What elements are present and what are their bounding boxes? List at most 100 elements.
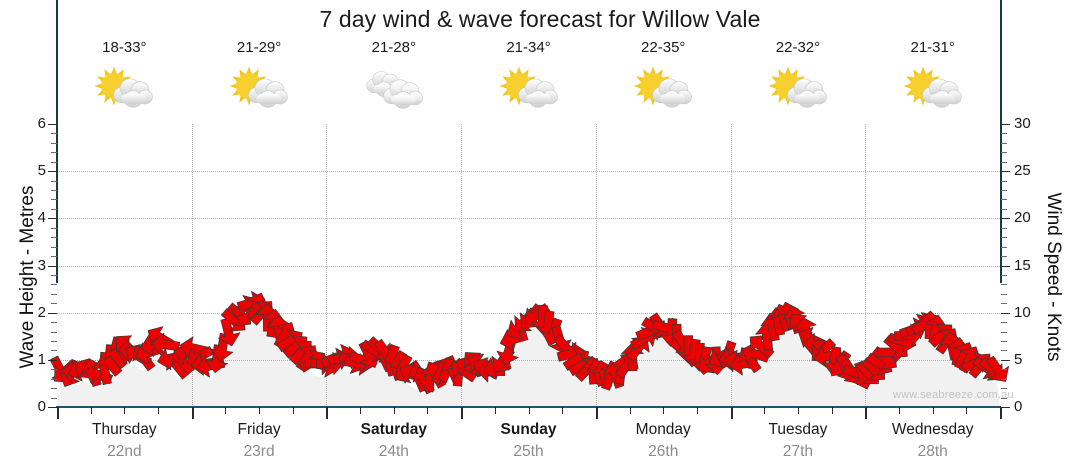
left-axis-tick-label: 2	[37, 303, 46, 321]
x-axis-minor-tick	[259, 407, 261, 414]
cloudy-icon	[366, 71, 423, 109]
x-axis-minor-tick	[528, 407, 530, 414]
temperature-range: 21-29°	[236, 39, 282, 56]
right-axis-minor-tick	[1001, 180, 1007, 182]
left-axis-tick	[48, 124, 57, 125]
x-axis-day-tick	[326, 407, 329, 419]
left-axis-minor-tick	[51, 274, 57, 276]
x-axis-minor-tick	[292, 407, 294, 414]
temperature-range: 18-33°	[102, 39, 147, 56]
x-axis-minor-tick	[831, 407, 833, 414]
left-axis-tick	[48, 171, 57, 173]
right-axis-tick	[1001, 407, 1010, 408]
wind-arrow	[749, 335, 775, 359]
day-divider-gridline	[730, 124, 732, 407]
left-axis-spine	[56, 0, 58, 283]
temperature-range: 21-28°	[371, 39, 416, 56]
day-date: 24th	[378, 443, 409, 460]
left-axis-minor-tick	[51, 190, 57, 192]
left-axis-tick-label: 3	[37, 256, 46, 274]
temperature-range: 21-31°	[910, 39, 955, 56]
left-axis-minor-tick	[51, 303, 57, 305]
left-axis-minor-tick	[51, 237, 57, 239]
day-header-friday: 21-29°	[192, 38, 327, 124]
right-axis-minor-tick	[1001, 237, 1007, 239]
right-axis-tick-label: 10	[1014, 303, 1031, 321]
right-axis-minor-tick	[1001, 208, 1007, 210]
left-axis-tick-label: 0	[37, 398, 46, 415]
day-name: Tuesday	[768, 421, 828, 438]
day-date: 23rd	[243, 443, 275, 460]
horizontal-gridline	[57, 218, 1000, 220]
x-axis-day-tick	[57, 407, 59, 419]
right-axis-minor-tick	[1001, 256, 1007, 258]
day-header-wednesday: 21-31°	[865, 38, 1000, 124]
x-axis-minor-tick	[898, 407, 900, 414]
left-axis-tick-label: 4	[37, 209, 46, 227]
day-header-monday: 22-35°	[596, 38, 731, 124]
weather-icon-wrapper	[890, 60, 976, 118]
day-label-saturday: Saturday 24th	[326, 419, 461, 469]
left-axis-minor-tick	[51, 246, 57, 248]
left-axis-minor-tick	[51, 322, 57, 324]
weather-icon-wrapper	[81, 60, 167, 118]
day-date: 27th	[782, 443, 814, 460]
right-axis-tick-label: 20	[1014, 209, 1031, 227]
right-axis-tick-label: 0	[1014, 398, 1023, 415]
right-axis-tick-label: 30	[1014, 115, 1031, 132]
left-axis-minor-tick	[51, 350, 57, 352]
right-axis-minor-tick	[1001, 322, 1007, 324]
left-axis-minor-tick	[51, 293, 57, 295]
left-axis-minor-tick	[51, 152, 57, 154]
x-axis-minor-tick	[764, 407, 766, 414]
left-axis-minor-tick	[51, 227, 57, 229]
right-axis-minor-tick	[1001, 397, 1007, 399]
x-axis-minor-tick	[797, 407, 799, 414]
left-axis-tick	[48, 359, 57, 361]
left-axis-tick-label: 5	[37, 162, 46, 180]
day-name: Friday	[237, 421, 281, 438]
right-axis-minor-tick	[1001, 388, 1007, 390]
right-axis-minor-tick	[1001, 303, 1007, 305]
left-axis-minor-tick	[51, 199, 57, 201]
day-name: Thursday	[92, 421, 157, 438]
day-divider-gridline	[461, 124, 463, 407]
x-axis-minor-tick	[360, 407, 362, 414]
sun-behind-cloud-icon	[633, 66, 693, 108]
left-axis-minor-tick	[51, 340, 57, 342]
x-axis-day-tick	[461, 407, 464, 419]
day-label-wednesday: Wednesday 28th	[865, 419, 1000, 469]
left-axis-tick-label: 1	[37, 350, 46, 368]
x-axis-minor-tick	[393, 407, 395, 414]
day-divider-gridline	[191, 124, 193, 407]
left-axis-minor-tick	[51, 208, 57, 210]
day-header-saturday: 21-28°	[326, 38, 461, 124]
day-label-monday: Monday 26th	[596, 419, 731, 469]
day-name: Saturday	[360, 421, 427, 438]
left-axis-minor-tick	[51, 161, 57, 163]
weather-icon-wrapper	[620, 60, 706, 118]
right-axis-minor-tick	[1001, 246, 1007, 248]
right-axis-minor-tick	[1001, 293, 1007, 295]
temperature-range: 22-32°	[775, 39, 821, 56]
right-axis-tick	[1001, 124, 1010, 125]
day-date: 26th	[648, 443, 679, 460]
trace-shadow	[57, 316, 1000, 407]
x-axis-day-tick	[595, 407, 598, 419]
wind-arrow-series	[49, 291, 1009, 407]
right-axis-minor-tick	[1001, 152, 1007, 154]
right-axis-tick-label: 5	[1014, 350, 1023, 368]
day-name: Monday	[635, 421, 691, 438]
x-axis-day-tick	[730, 407, 733, 419]
day-header-sunday: 21-34°	[461, 38, 596, 124]
right-axis-tick-label: 15	[1014, 256, 1031, 274]
weather-icon-wrapper	[755, 60, 841, 118]
x-axis-day-tick	[191, 407, 194, 419]
x-axis-minor-tick	[124, 407, 126, 414]
left-axis-tick	[48, 265, 57, 267]
x-axis-day-tick	[1000, 407, 1002, 419]
left-axis-minor-tick	[51, 284, 57, 286]
x-axis-day-tick	[865, 407, 868, 419]
x-axis-minor-tick	[663, 407, 665, 414]
x-axis-minor-tick	[562, 407, 564, 414]
